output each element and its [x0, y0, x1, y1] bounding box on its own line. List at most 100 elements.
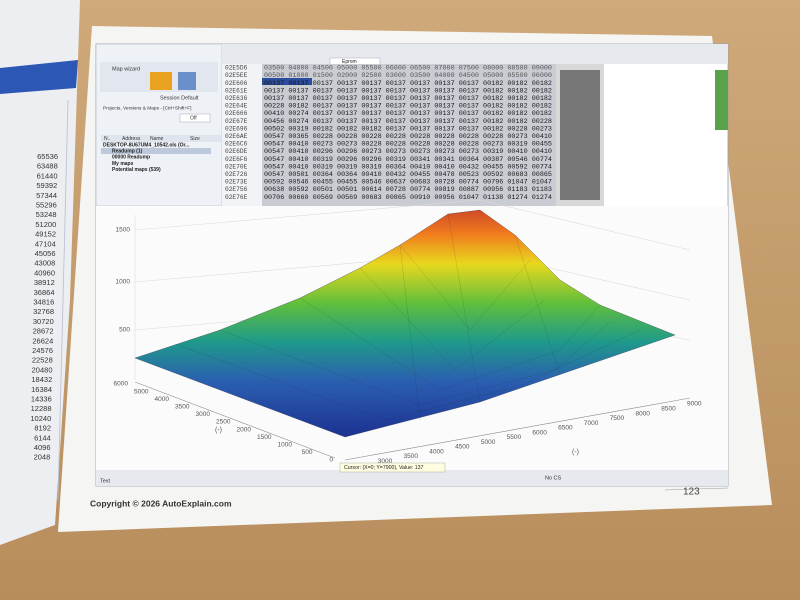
hex-row: 00706 00660 00569 00569 00683 00865 0091… [264, 194, 552, 201]
hex-row: 00547 00501 00364 00364 00410 00432 0045… [264, 171, 552, 178]
surface-mesh [514, 234, 561, 376]
surface-mesh [299, 297, 601, 391]
hex-address: 02E6F6 [225, 156, 248, 163]
side-indicator [715, 70, 728, 130]
left-axis-label: 5000 [134, 388, 149, 395]
hex-row: 00410 00274 00137 00137 00137 00137 0013… [264, 110, 552, 117]
left-axis-label: 2500 [216, 419, 231, 426]
hex-address: 02E76E [225, 194, 248, 201]
left-axis-label: 1000 [278, 442, 293, 449]
hex-selection [262, 78, 312, 85]
left-axis-label: 3000 [196, 411, 211, 418]
row-value: 57344 [36, 191, 57, 200]
tree-item: DESKTOP-8U67UM4_10542.ols (Or... [103, 142, 190, 148]
row-value: 24576 [32, 346, 53, 355]
hex-row: 00228 00182 00137 00137 00137 00137 0013… [264, 103, 552, 110]
hex-grid [262, 64, 556, 206]
left-axis-label: 3500 [175, 404, 190, 411]
footer-rule [664, 487, 729, 491]
hex-row: 00502 00319 00182 00182 00182 00137 0013… [264, 125, 552, 132]
right-axis-label: 8500 [661, 405, 676, 412]
right-axis-label: 3500 [404, 453, 419, 460]
row-value: 6144 [34, 433, 51, 442]
hex-row: 00500 01000 01500 02000 02500 03000 0350… [264, 72, 552, 79]
hex-address: 02E636 [225, 95, 248, 102]
row-value: 55296 [36, 200, 57, 209]
row-value: 36864 [34, 288, 55, 297]
hex-row: 00137 00137 00137 00137 00137 00137 0013… [264, 87, 552, 94]
hex-address: 02E67E [225, 118, 248, 125]
column-title: Size [190, 136, 200, 142]
surface-mesh [359, 267, 546, 371]
tree-item: Readump (1) [112, 149, 143, 155]
hex-address: 02E73E [225, 179, 248, 186]
row-value: 59392 [36, 181, 57, 190]
surface-mesh [399, 244, 421, 421]
left-axis-label: 0 [329, 457, 333, 464]
right-axis-label: 6000 [532, 429, 547, 436]
hex-row: 00456 00274 00137 00137 00137 00137 0013… [264, 118, 552, 125]
hex-address: 02E64E [225, 103, 248, 110]
row-value: 8192 [34, 424, 51, 433]
right-axis-label: 4500 [455, 444, 470, 451]
right-axis-label: 3000 [378, 458, 393, 465]
surface [134, 209, 676, 438]
row-value: 18432 [31, 375, 52, 384]
hex-address: 02E6DE [225, 148, 248, 155]
hex-row: 00547 00410 00319 00319 00319 00364 0041… [264, 163, 552, 170]
row-value: 51200 [35, 220, 56, 229]
tree-item: My maps [112, 161, 134, 167]
row-value: 65536 [37, 152, 58, 161]
cursor-tooltip [339, 462, 446, 473]
sidebar-title: Map wizard [112, 66, 140, 72]
left-header [0, 60, 78, 94]
row-value: 63488 [37, 162, 58, 171]
z-tick-label: 1000 [116, 279, 131, 286]
plot-grid [479, 199, 691, 251]
hex-address: 02E666 [225, 110, 248, 117]
projects-label: Projects, Versions & Maps - [Ctrl+Shift+… [103, 105, 192, 111]
left-axis-label: 4000 [155, 396, 170, 403]
toolbar-icon [150, 72, 172, 90]
surface-mesh [174, 329, 641, 421]
row-value: 53248 [36, 210, 57, 219]
z-tick-label: 1500 [116, 227, 131, 234]
hex-address: 02E5D6 [225, 65, 248, 72]
filter-value[interactable]: Off [190, 115, 197, 121]
right-axis [344, 397, 691, 461]
left-axis-label: 6000 [114, 381, 129, 388]
row-value: 47104 [35, 239, 56, 248]
tab-label[interactable]: Text [100, 478, 111, 484]
right-axis-label: 7500 [610, 415, 625, 422]
toolbar [222, 44, 728, 64]
hex-address: 02E696 [225, 125, 248, 132]
hex-row: 00547 00410 00273 00273 00228 00228 0022… [264, 141, 552, 148]
right-axis-label: 6500 [558, 425, 573, 432]
hex-address: 02E606 [225, 80, 248, 87]
hex-address: 02E726 [225, 171, 248, 178]
z-tick-label: 500 [119, 327, 130, 334]
mode-label[interactable]: Eprom [342, 59, 357, 65]
plot-grid [134, 199, 481, 231]
row-value: 38912 [34, 278, 55, 287]
column-title: Name [150, 136, 164, 142]
hex-address: 02E756 [225, 186, 248, 193]
left-column-line [57, 99, 69, 501]
row-value: 34816 [33, 297, 54, 306]
right-axis-unit: (-) [572, 449, 579, 456]
row-value: 22528 [32, 356, 53, 365]
hex-row: 00547 00410 00296 00296 00273 00273 0027… [264, 148, 552, 155]
left-axis-label: 1500 [257, 434, 272, 441]
row-value: 2048 [34, 453, 51, 462]
session-label: Session Default [160, 95, 199, 101]
mini-graph-plot [560, 70, 600, 200]
hex-address: 02E6AE [225, 133, 248, 140]
column-title: N.. [104, 136, 110, 142]
right-axis-label: 8000 [635, 410, 650, 417]
left-axis-unit: (-) [215, 427, 222, 434]
hex-address: 02E70E [225, 163, 248, 170]
row-value: 4096 [34, 443, 51, 452]
column-header [101, 135, 221, 142]
filter-box[interactable] [179, 113, 211, 123]
